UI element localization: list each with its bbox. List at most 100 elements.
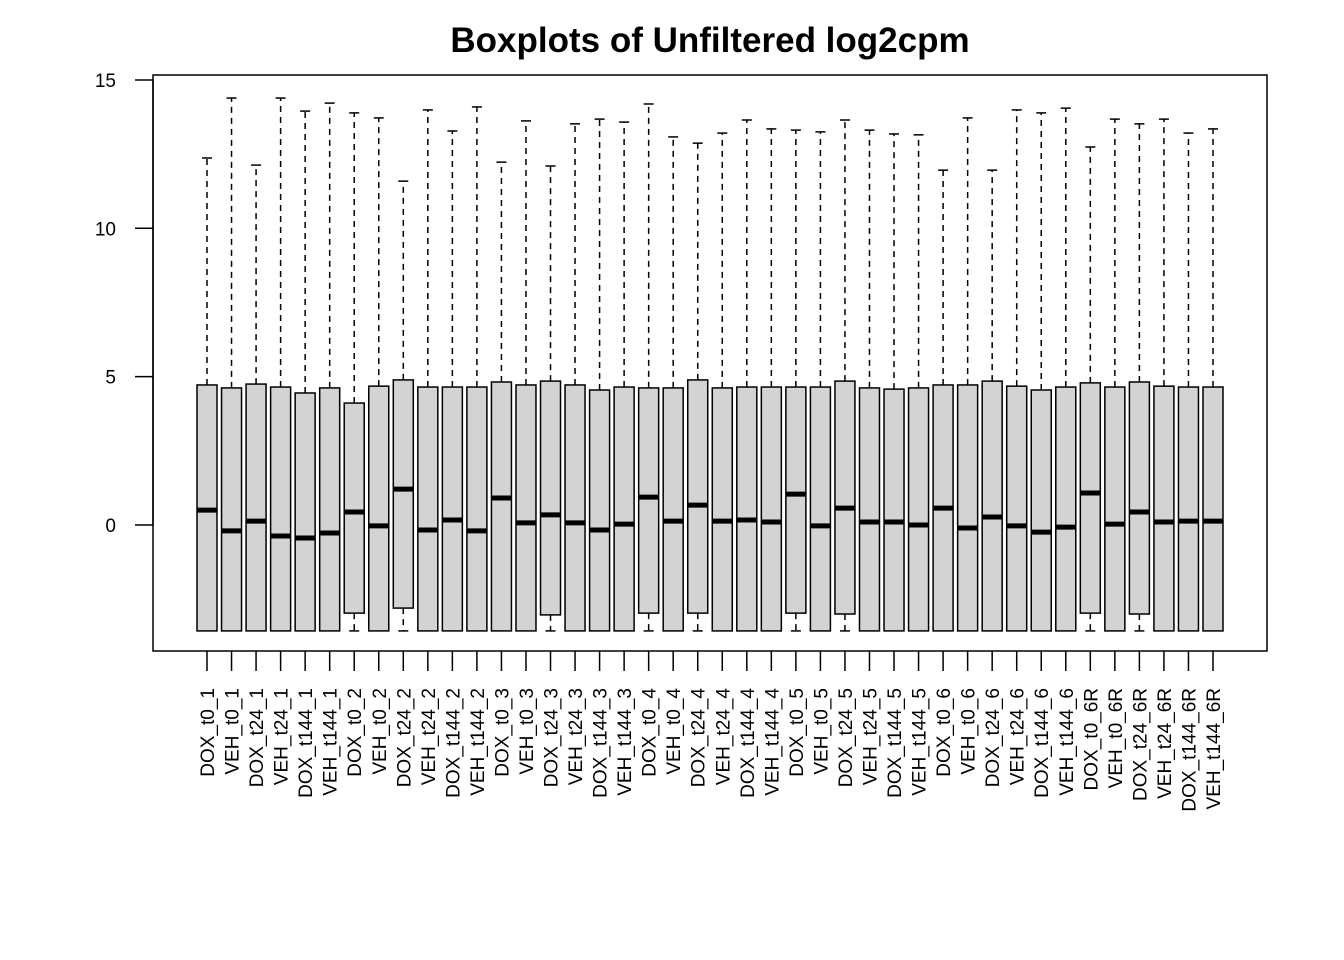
box-DOX_t0_6R xyxy=(1079,146,1102,632)
box-iqr xyxy=(858,387,881,632)
box-DOX_t24_1 xyxy=(245,164,267,632)
x-tick-label: VEH_t24_4 xyxy=(713,688,734,786)
y-tick-label: 0 xyxy=(105,516,116,537)
box-iqr xyxy=(834,380,856,615)
box-iqr xyxy=(613,386,635,632)
box-iqr xyxy=(637,387,660,614)
box-iqr xyxy=(294,392,316,632)
x-tick-label: DOX_t0_6R xyxy=(1081,688,1102,790)
box-VEH_t24_6R xyxy=(1153,118,1175,632)
box-VEH_t0_1 xyxy=(220,97,243,632)
box-iqr xyxy=(588,389,611,632)
x-tick-label: DOX_t24_6 xyxy=(983,688,1004,787)
chart-title: Boxplots of Unfiltered log2cpm xyxy=(450,21,969,60)
box-DOX_t144_6 xyxy=(1030,112,1052,632)
x-tick-label: VEH_t144_6R xyxy=(1204,688,1225,809)
box-VEH_t144_6 xyxy=(1055,107,1077,632)
x-tick-label: VEH_t24_5 xyxy=(860,688,881,785)
box-iqr xyxy=(662,387,684,632)
boxes xyxy=(196,97,1224,632)
x-tick-label: DOX_t0_4 xyxy=(640,688,661,777)
x-tick-label: DOX_t144_6 xyxy=(1032,688,1053,798)
x-tick-label: DOX_t24_1 xyxy=(247,688,268,787)
box-DOX_t144_2 xyxy=(441,130,464,632)
box-iqr xyxy=(1005,385,1028,632)
box-DOX_t0_2 xyxy=(343,112,365,632)
box-iqr xyxy=(711,387,734,632)
box-VEH_t24_2 xyxy=(417,109,439,632)
x-tick-label: VEH_t144_5 xyxy=(910,688,931,796)
x-tick-label: DOX_t24_2 xyxy=(394,688,415,787)
box-iqr xyxy=(220,387,243,632)
box-iqr xyxy=(1202,386,1224,632)
x-tick-label: DOX_t24_6R xyxy=(1130,688,1151,801)
box-VEH_t24_4 xyxy=(711,132,734,632)
x-tick-label: VEH_t144_2 xyxy=(468,688,489,796)
box-VEH_t144_1 xyxy=(318,102,341,632)
box-DOX_t144_1 xyxy=(294,110,316,632)
box-iqr xyxy=(245,383,267,632)
box-iqr xyxy=(1030,389,1052,632)
x-tick-label: VEH_t0_3 xyxy=(517,688,538,775)
box-iqr xyxy=(760,386,783,632)
x-tick-label: DOX_t0_2 xyxy=(345,688,366,777)
box-iqr xyxy=(1079,382,1102,614)
box-iqr xyxy=(1153,385,1175,632)
box-iqr xyxy=(883,388,905,632)
box-iqr xyxy=(490,381,513,632)
y-tick-label: 15 xyxy=(95,71,116,92)
box-VEH_t0_4 xyxy=(662,136,684,632)
x-tick-label: VEH_t0_1 xyxy=(223,688,244,775)
box-iqr xyxy=(1177,386,1200,632)
box-VEH_t24_6 xyxy=(1005,109,1028,632)
box-VEH_t0_3 xyxy=(515,120,537,632)
box-VEH_t24_1 xyxy=(269,97,292,632)
x-tick-label: DOX_t0_6 xyxy=(934,688,955,777)
box-DOX_t24_5 xyxy=(834,119,856,632)
box-iqr xyxy=(466,386,488,632)
x-tick-label: DOX_t144_3 xyxy=(591,688,612,798)
box-VEH_t0_6 xyxy=(956,117,979,632)
box-iqr xyxy=(564,384,586,632)
box-iqr xyxy=(981,380,1003,632)
x-tick-label: VEH_t144_3 xyxy=(615,688,636,796)
box-VEH_t144_6R xyxy=(1202,128,1224,632)
box-iqr xyxy=(417,386,439,632)
box-DOX_t0_5 xyxy=(785,129,807,632)
box-VEH_t144_4 xyxy=(760,128,783,632)
box-iqr xyxy=(785,386,807,614)
x-tick-label: DOX_t144_6R xyxy=(1179,688,1200,812)
y-axis: 0 5 10 15 xyxy=(95,71,154,537)
box-DOX_t24_3 xyxy=(539,165,562,632)
x-tick-label: VEH_t24_6R xyxy=(1155,688,1176,799)
x-tick-label: DOX_t144_5 xyxy=(885,688,906,798)
box-VEH_t0_6R xyxy=(1104,118,1126,632)
box-DOX_t24_6R xyxy=(1128,123,1151,632)
x-tick-label: VEH_t0_6R xyxy=(1106,688,1127,788)
x-tick-label: DOX_t144_4 xyxy=(738,688,759,798)
box-iqr xyxy=(907,387,930,632)
x-tick-label: VEH_t24_3 xyxy=(566,688,587,785)
x-tick-label: DOX_t0_5 xyxy=(787,688,808,777)
x-tick-label: DOX_t144_2 xyxy=(443,688,464,798)
box-DOX_t24_2 xyxy=(392,180,415,632)
box-DOX_t24_4 xyxy=(686,142,709,632)
box-iqr xyxy=(318,387,341,632)
x-tick-label: VEH_t24_2 xyxy=(419,688,440,785)
box-iqr xyxy=(1055,386,1077,632)
box-VEH_t24_3 xyxy=(564,123,586,632)
box-DOX_t0_3 xyxy=(490,161,513,632)
box-DOX_t0_1 xyxy=(196,157,218,632)
box-DOX_t144_3 xyxy=(588,118,611,632)
box-DOX_t144_4 xyxy=(736,119,758,632)
x-tick-label: DOX_t24_5 xyxy=(836,688,857,787)
box-VEH_t144_2 xyxy=(466,106,488,632)
x-tick-label: DOX_t144_1 xyxy=(296,688,317,798)
x-tick-label: DOX_t0_1 xyxy=(198,688,219,777)
box-DOX_t24_6 xyxy=(981,169,1003,632)
box-DOX_t0_6 xyxy=(932,169,954,632)
x-tick-label: DOX_t0_3 xyxy=(492,688,513,777)
box-DOX_t144_6R xyxy=(1177,132,1200,632)
y-tick-label: 10 xyxy=(95,219,116,240)
